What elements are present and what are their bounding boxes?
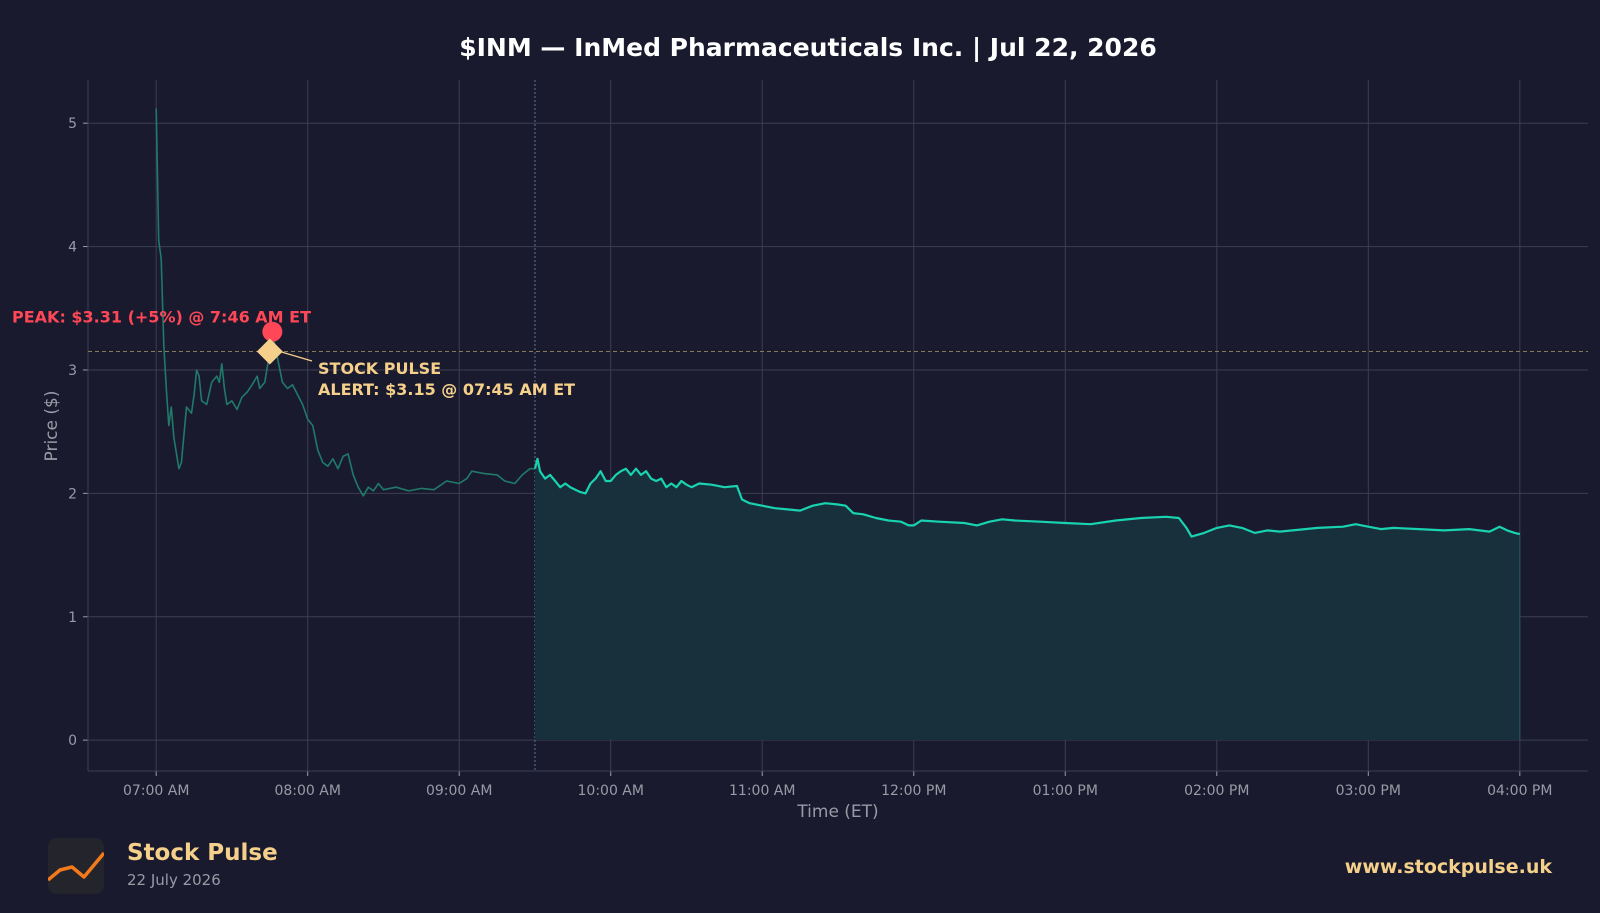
trend-line-icon [46,851,106,882]
y-axis-label: Price ($) [42,391,62,462]
alert-label-title: STOCK PULSE [318,359,441,378]
x-axis-label: Time (ET) [796,802,878,820]
x-tick-label: 04:00 PM [1487,783,1552,799]
x-tick-label: 03:00 PM [1336,783,1401,799]
regular-session-line [533,457,1521,538]
chart-title: $INM — InMed Pharmaceuticals Inc. | Jul … [459,33,1157,62]
session-fill [535,458,1521,741]
x-tick-label: 07:00 AM [123,783,189,799]
y-tick-label: 5 [68,116,77,132]
stock-pulse-logo [46,838,106,894]
alert-connector [279,350,313,362]
axes: 0 1 2 3 4 5 07:00 AM 08:00 AM 09:00 AM 10:00 AM 11… [68,80,1588,799]
y-tick-label: 2 [68,486,77,502]
footer: Stock Pulse 22 July 2026 www.stockpulse.… [0,820,1600,913]
y-tick-label: 4 [68,240,77,256]
alert-marker [256,338,283,365]
y-tick-label: 0 [68,733,77,749]
regular-session-area [535,458,1520,741]
alert-label-detail: ALERT: $3.15 @ 07:45 AM ET [318,380,575,399]
site-url[interactable]: www.stockpulse.uk [1344,856,1552,878]
y-tick-label: 3 [68,363,77,379]
x-tick-label: 10:00 AM [578,783,644,799]
brand-date: 22 July 2026 [127,871,221,889]
premarket-line [155,108,535,497]
x-tick-label: 01:00 PM [1033,783,1098,799]
price-line [155,108,1521,538]
x-tick-label: 02:00 PM [1184,783,1249,799]
x-tick-label: 12:00 PM [881,783,946,799]
annotations: PEAK: $3.31 (+5%) @ 7:46 AM ET STOCK PULS… [12,308,1588,399]
x-tick-label: 08:00 AM [274,783,340,799]
peak-marker [262,321,283,342]
x-tick-label: 09:00 AM [426,783,492,799]
brand-name: Stock Pulse [127,840,278,866]
peak-label: PEAK: $3.31 (+5%) @ 7:46 AM ET [12,308,311,327]
price-chart: $INM — InMed Pharmaceuticals Inc. | Jul … [12,33,1588,820]
x-tick-label: 11:00 AM [729,783,795,799]
y-tick-label: 1 [68,610,77,626]
